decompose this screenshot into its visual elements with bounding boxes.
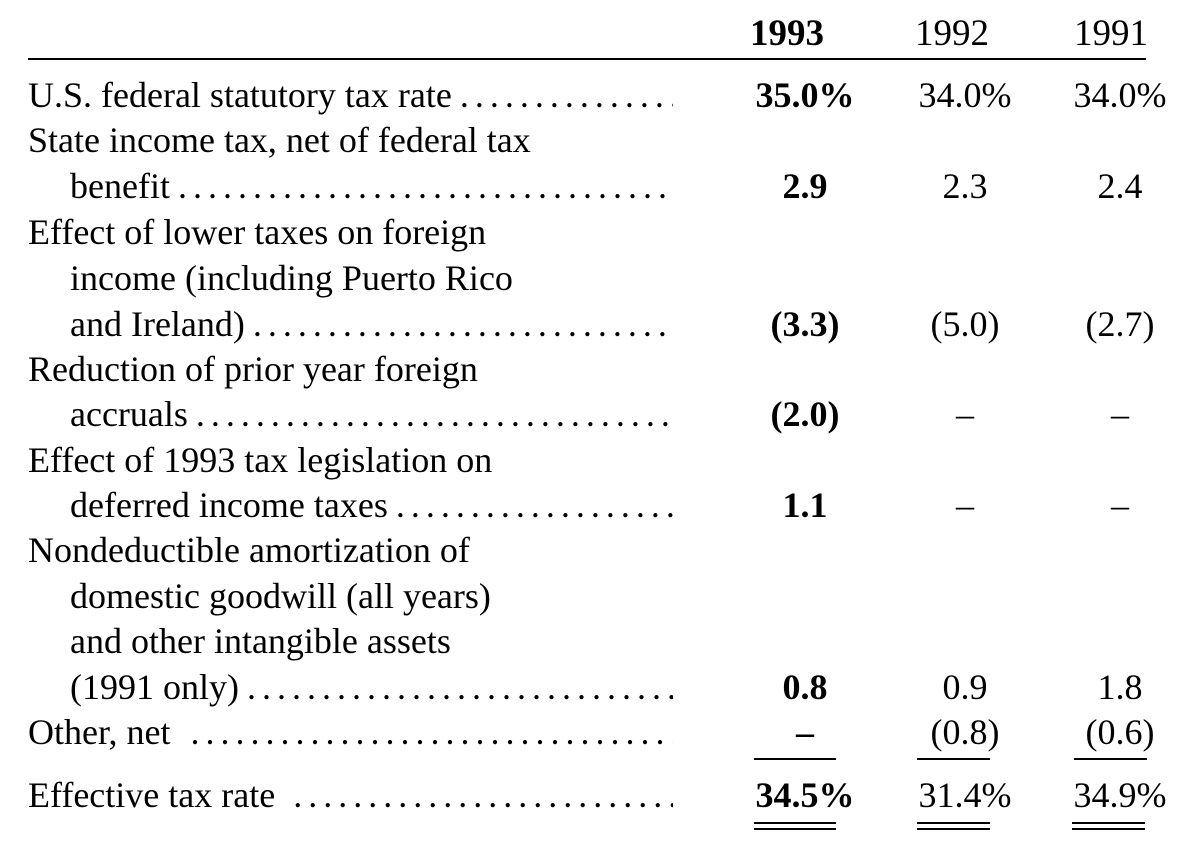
label-line: Effect of lower taxes on foreign xyxy=(28,212,487,252)
label-line: income (including Puerto Rico xyxy=(70,258,513,298)
label-line: deferred income taxes xyxy=(70,485,388,525)
header-rule xyxy=(28,58,1146,60)
label-line: and Ireland) xyxy=(70,304,245,344)
label-line: U.S. federal statutory tax rate xyxy=(28,75,452,115)
label-line: State income tax, net of federal tax xyxy=(28,120,531,160)
row-label-amortization: (1991 only).............................… xyxy=(70,665,673,709)
label-line: Effect of 1993 tax legislation on xyxy=(28,440,493,480)
value-1993: 34.5% xyxy=(755,775,855,815)
dot-leader: ........................................ xyxy=(459,75,673,115)
dot-leader: ........................................ xyxy=(195,394,673,434)
row-label-foreign-income: and Ireland)............................… xyxy=(70,302,673,346)
label-line: domestic goodwill (all years) xyxy=(70,576,491,616)
value-1991: 1.8 xyxy=(1097,667,1143,707)
value-1992: – xyxy=(956,394,974,434)
dot-leader: ........................................ xyxy=(252,304,673,344)
subtotal-rule-1991 xyxy=(1074,758,1147,760)
label-line: and other intangible assets xyxy=(70,621,451,661)
value-1991: (2.7) xyxy=(1085,304,1155,344)
dot-leader: ........................................ xyxy=(293,775,673,815)
row-label-other-net: Other, net..............................… xyxy=(28,710,673,754)
header-1993: 1993 xyxy=(750,13,824,54)
value-1993: (3.3) xyxy=(770,304,840,344)
value-1993: (2.0) xyxy=(770,394,840,434)
total-rule-1991-b xyxy=(1072,828,1145,830)
value-1992: 34.0% xyxy=(918,75,1012,115)
total-rule-1992-b xyxy=(917,828,990,830)
value-1993: 1.1 xyxy=(782,485,828,525)
row-label-tax-legislation: deferred income taxes...................… xyxy=(70,483,673,527)
value-1992: 2.3 xyxy=(942,166,988,206)
label-line: Reduction of prior year foreign xyxy=(28,349,478,389)
total-rule-1993-a xyxy=(754,822,836,824)
value-1992: – xyxy=(956,485,974,525)
dot-leader: ........................................ xyxy=(177,166,673,206)
value-1991: (0.6) xyxy=(1085,712,1155,752)
value-1991: – xyxy=(1111,485,1129,525)
label-line: (1991 only) xyxy=(70,667,239,707)
value-1992: 31.4% xyxy=(918,775,1012,815)
label-line: Nondeductible amortization of xyxy=(28,530,470,570)
dot-leader: ........................................ xyxy=(246,667,673,707)
row-label-state-tax: benefit.................................… xyxy=(70,164,673,208)
subtotal-rule-1993 xyxy=(754,758,836,760)
value-1991: 34.0% xyxy=(1073,75,1167,115)
dot-leader: ........................................ xyxy=(190,712,673,752)
value-1991: – xyxy=(1111,394,1129,434)
row-label-statutory: U.S. federal statutory tax rate.........… xyxy=(28,73,673,117)
value-1992: (0.8) xyxy=(930,712,1000,752)
total-rule-1993-b xyxy=(754,828,836,830)
header-1991: 1991 xyxy=(1074,13,1148,54)
row-label-foreign-accruals: accruals................................… xyxy=(70,392,673,436)
label-line: benefit xyxy=(70,166,170,206)
total-rule-1991-a xyxy=(1072,822,1145,824)
dot-leader: ........................................ xyxy=(395,485,673,525)
value-1992: 0.9 xyxy=(942,667,988,707)
total-rule-1992-a xyxy=(917,822,990,824)
value-1993: 35.0% xyxy=(755,75,855,115)
value-1992: (5.0) xyxy=(930,304,1000,344)
row-label-effective-rate: Effective tax rate......................… xyxy=(28,773,673,817)
subtotal-rule-1992 xyxy=(917,758,990,760)
value-1993: 0.8 xyxy=(782,667,828,707)
value-1991: 2.4 xyxy=(1097,166,1143,206)
value-1991: 34.9% xyxy=(1073,775,1167,815)
label-line: accruals xyxy=(70,394,188,434)
value-1993: 2.9 xyxy=(782,166,828,206)
value-1993: – xyxy=(796,712,814,752)
label-line: Other, net xyxy=(28,712,171,752)
label-line: Effective tax rate xyxy=(28,775,276,815)
header-1992: 1992 xyxy=(915,13,989,54)
